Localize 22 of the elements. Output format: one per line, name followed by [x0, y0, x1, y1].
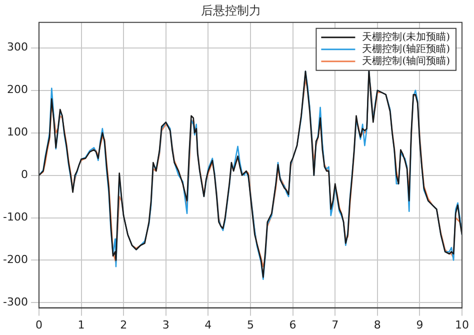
- x-tick-label: 8: [374, 318, 381, 332]
- y-tick-label: 100: [6, 126, 28, 139]
- y-tick-label: 300: [6, 40, 28, 54]
- y-tick-label: 0: [20, 168, 28, 182]
- x-tick-label: 2: [120, 318, 128, 332]
- x-tick-label: 4: [204, 318, 212, 332]
- y-tick-label: -100: [2, 210, 28, 224]
- x-tick-label: 3: [162, 318, 170, 332]
- legend-label: 天棚控制(轴间预瞄): [362, 54, 450, 67]
- legend-label: 天棚控制(轴距预瞄): [362, 42, 450, 55]
- chart-title: 后悬控制力: [201, 3, 261, 18]
- x-tick-label: 6: [289, 318, 296, 332]
- x-tick-label: 9: [416, 318, 424, 332]
- legend-label: 天棚控制(未加预瞄): [362, 30, 450, 43]
- y-tick-label: 200: [6, 83, 28, 96]
- y-tick-label: -300: [2, 296, 28, 309]
- x-tick-label: 7: [332, 318, 339, 332]
- x-tick-label: 10: [455, 318, 469, 332]
- y-tick-label: -200: [2, 253, 28, 266]
- x-tick-label: 5: [246, 318, 254, 332]
- x-tick-label: 0: [35, 318, 42, 332]
- x-tick-label: 1: [78, 318, 85, 332]
